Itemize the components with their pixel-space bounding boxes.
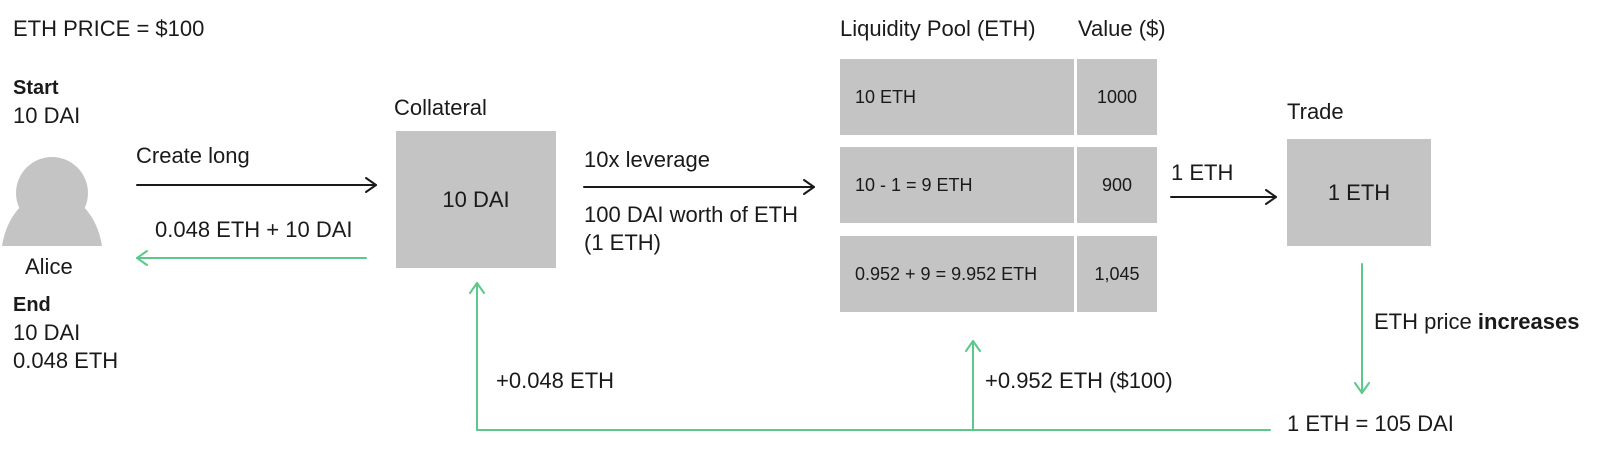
return-arrow (136, 250, 367, 266)
leverage-note-line1: 100 DAI worth of ETH (584, 202, 798, 227)
start-value: 10 DAI (13, 103, 81, 128)
pool-row-2-value-text: 900 (1101, 174, 1133, 195)
leverage-label: 10x leverage (584, 147, 710, 172)
end-value-dai: 10 DAI (13, 320, 81, 345)
create-long-arrow (136, 177, 377, 193)
create-long-label: Create long (136, 143, 250, 168)
eth-price-header: ETH PRICE = $100 (13, 16, 205, 41)
collateral-label: Collateral (394, 95, 487, 120)
pool-header-eth: Liquidity Pool (ETH) (840, 16, 1036, 41)
pool-row-3-value: 1,045 (1077, 236, 1157, 312)
pool-row-1-value-text: 1000 (1096, 86, 1138, 107)
price-increase-arrow (1354, 263, 1370, 394)
leverage-arrow (583, 179, 815, 195)
price-change-label: ETH price increases (1374, 309, 1579, 334)
user-avatar-icon (2, 157, 102, 246)
profit-return-line (469, 282, 1271, 431)
pool-row-2-eth: 10 - 1 = 9 ETH (840, 147, 1074, 223)
pool-row-3-eth-text: 0.952 + 9 = 9.952 ETH (855, 263, 1038, 284)
end-title: End (13, 294, 51, 316)
pool-row-2-eth-text: 10 - 1 = 9 ETH (855, 174, 973, 195)
pool-row-1-eth-text: 10 ETH (855, 86, 917, 107)
collateral-value: 10 DAI (442, 186, 510, 212)
trade-label: Trade (1287, 99, 1344, 124)
alice-label: Alice (25, 254, 73, 279)
start-title: Start (13, 77, 59, 99)
profit-to-collateral-label: +0.048 ETH (496, 368, 615, 393)
trade-box: 1 ETH (1287, 139, 1431, 246)
leverage-note-line2: (1 ETH) (584, 230, 661, 255)
end-value-eth: 0.048 ETH (13, 348, 119, 373)
pool-row-1-value: 1000 (1077, 59, 1157, 135)
pool-row-3-eth: 0.952 + 9 = 9.952 ETH (840, 236, 1074, 312)
return-label: 0.048 ETH + 10 DAI (155, 217, 353, 242)
trade-amount-label: 1 ETH (1171, 160, 1234, 185)
pool-row-1-eth: 10 ETH (840, 59, 1074, 135)
pool-row-3-value-text: 1,045 (1094, 263, 1140, 284)
price-change-prefix: ETH price (1374, 309, 1478, 334)
trade-value: 1 ETH (1327, 179, 1391, 205)
pool-header-value: Value ($) (1078, 16, 1166, 41)
pool-row-2-value: 900 (1077, 147, 1157, 223)
pool-to-trade-arrow (1170, 189, 1277, 205)
collateral-box: 10 DAI (396, 131, 556, 268)
new-price-label: 1 ETH = 105 DAI (1287, 411, 1454, 436)
profit-to-pool-label: +0.952 ETH ($100) (985, 368, 1173, 393)
price-change-emphasis: increases (1477, 309, 1580, 334)
